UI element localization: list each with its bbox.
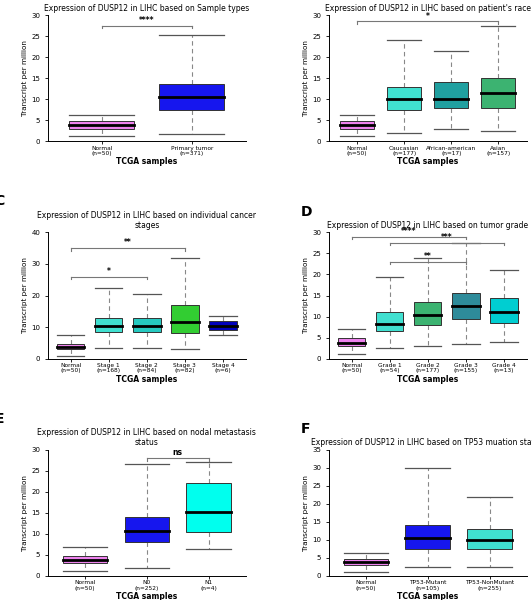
Bar xyxy=(70,121,134,129)
Text: ****: **** xyxy=(401,227,417,236)
Bar xyxy=(490,298,518,323)
Y-axis label: Transcript per million: Transcript per million xyxy=(303,257,310,334)
Bar xyxy=(171,305,198,334)
Title: Expression of DUSP12 in LIHC based on TP53 muation status: Expression of DUSP12 in LIHC based on TP… xyxy=(311,439,532,448)
X-axis label: TCGA samples: TCGA samples xyxy=(397,592,459,600)
X-axis label: TCGA samples: TCGA samples xyxy=(116,157,178,166)
Text: ns: ns xyxy=(173,448,182,457)
Text: **: ** xyxy=(424,252,431,261)
Title: Expression of DUSP12 in LIHC based on individual cancer
stages: Expression of DUSP12 in LIHC based on in… xyxy=(37,211,256,230)
Bar xyxy=(387,86,421,110)
Bar xyxy=(124,517,169,542)
X-axis label: TCGA samples: TCGA samples xyxy=(116,374,178,383)
Bar xyxy=(344,559,388,565)
Title: Expression of DUSP12 in LIHC based on tumor grade: Expression of DUSP12 in LIHC based on tu… xyxy=(327,221,528,230)
Bar xyxy=(340,121,374,129)
Text: B: B xyxy=(301,0,312,1)
Bar xyxy=(452,293,479,319)
Y-axis label: Transcript per million: Transcript per million xyxy=(22,40,29,116)
Title: Expression of DUSP12 in LIHC based on Sample types: Expression of DUSP12 in LIHC based on Sa… xyxy=(44,4,250,13)
Bar xyxy=(57,344,85,349)
Bar xyxy=(63,556,107,563)
Text: E: E xyxy=(0,412,4,426)
Bar xyxy=(405,526,450,549)
Text: *: * xyxy=(107,267,111,276)
Text: F: F xyxy=(301,422,311,436)
Text: **: ** xyxy=(124,238,131,247)
X-axis label: TCGA samples: TCGA samples xyxy=(397,157,459,166)
Bar xyxy=(481,78,516,107)
Text: A: A xyxy=(0,0,5,1)
Y-axis label: Transcript per million: Transcript per million xyxy=(22,475,29,551)
Text: C: C xyxy=(0,194,5,208)
Text: ***: *** xyxy=(441,233,453,242)
Title: Expression of DUSP12 in LIHC based on patient's race: Expression of DUSP12 in LIHC based on pa… xyxy=(325,4,531,13)
Text: D: D xyxy=(301,205,313,218)
Bar xyxy=(209,321,237,330)
Y-axis label: Transcript per million: Transcript per million xyxy=(303,40,310,116)
X-axis label: TCGA samples: TCGA samples xyxy=(116,592,178,600)
Bar xyxy=(186,484,231,532)
Bar xyxy=(467,529,512,549)
X-axis label: TCGA samples: TCGA samples xyxy=(397,374,459,383)
Bar xyxy=(434,82,468,107)
Bar xyxy=(338,338,365,346)
Bar xyxy=(160,85,224,110)
Bar xyxy=(133,317,161,332)
Y-axis label: Transcript per million: Transcript per million xyxy=(303,475,310,551)
Title: Expression of DUSP12 in LIHC based on nodal metastasis
status: Expression of DUSP12 in LIHC based on no… xyxy=(37,428,256,448)
Text: ****: **** xyxy=(139,16,155,25)
Text: *: * xyxy=(426,11,430,20)
Bar xyxy=(414,302,442,325)
Bar xyxy=(376,313,403,331)
Bar xyxy=(95,317,122,332)
Y-axis label: Transcript per million: Transcript per million xyxy=(22,257,29,334)
